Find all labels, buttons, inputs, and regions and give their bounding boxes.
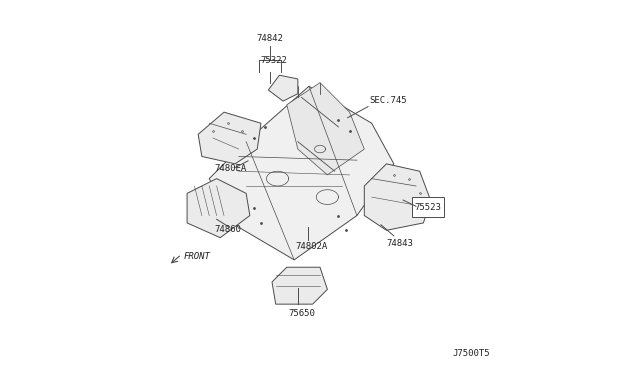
Text: FRONT: FRONT <box>184 252 211 262</box>
FancyBboxPatch shape <box>412 197 444 217</box>
Text: 75650: 75650 <box>289 309 316 318</box>
Text: 74802A: 74802A <box>295 242 327 251</box>
Text: 75322: 75322 <box>260 56 287 65</box>
Text: 75523: 75523 <box>414 202 441 212</box>
Polygon shape <box>268 75 298 101</box>
Text: SEC.745: SEC.745 <box>370 96 408 105</box>
Polygon shape <box>364 164 431 230</box>
Polygon shape <box>198 112 261 164</box>
Text: 74860: 74860 <box>215 225 242 234</box>
Text: 74843: 74843 <box>387 239 413 248</box>
Polygon shape <box>272 267 328 304</box>
Text: J7500T5: J7500T5 <box>452 349 490 358</box>
Polygon shape <box>287 83 364 175</box>
Text: 74842: 74842 <box>257 34 284 43</box>
Polygon shape <box>209 86 394 260</box>
Text: 7480EA: 7480EA <box>215 164 247 173</box>
Polygon shape <box>187 179 250 238</box>
